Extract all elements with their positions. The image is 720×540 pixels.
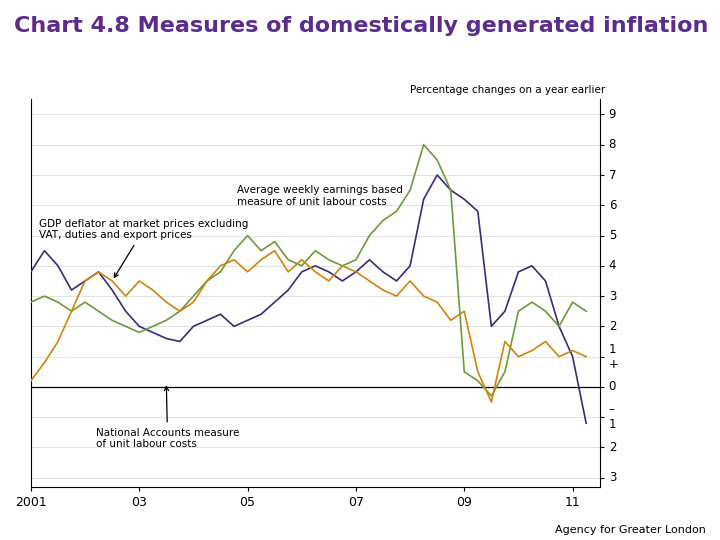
Text: GDP deflator at market prices excluding
VAT, duties and export prices: GDP deflator at market prices excluding …: [39, 219, 248, 278]
Text: Agency for Greater London: Agency for Greater London: [554, 524, 706, 535]
Text: Average weekly earnings based
measure of unit labour costs: Average weekly earnings based measure of…: [237, 185, 402, 207]
Text: Chart 4.8 Measures of domestically generated inflation: Chart 4.8 Measures of domestically gener…: [14, 16, 708, 36]
Text: National Accounts measure
of unit labour costs: National Accounts measure of unit labour…: [96, 387, 239, 449]
Text: Percentage changes on a year earlier: Percentage changes on a year earlier: [410, 85, 606, 96]
